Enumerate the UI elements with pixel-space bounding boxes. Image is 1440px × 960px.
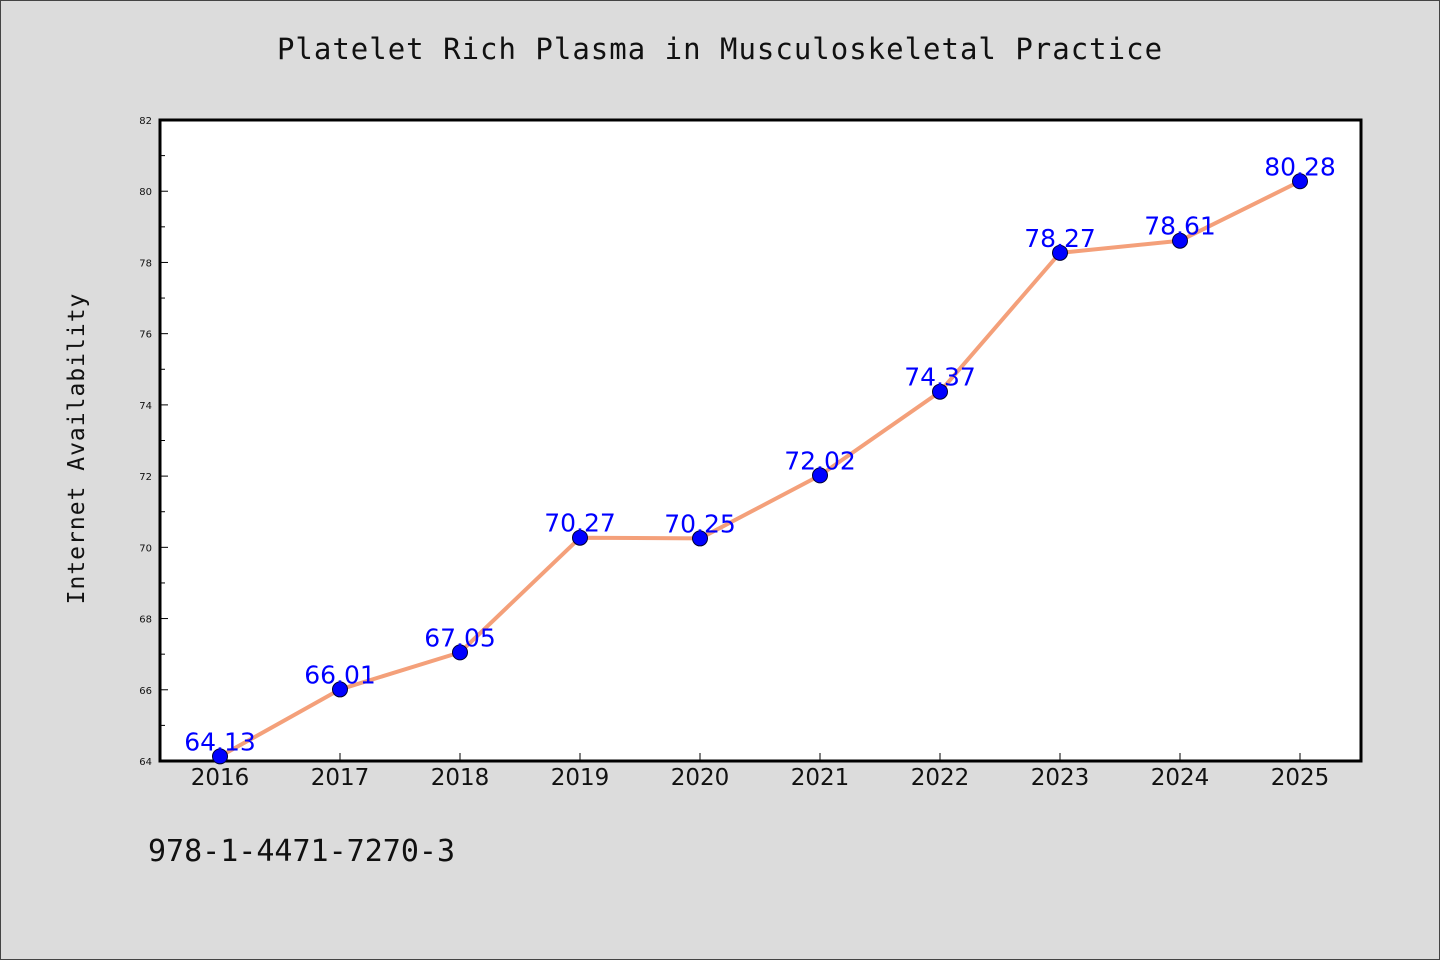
x-tick-label: 2017 xyxy=(311,765,370,791)
series-line xyxy=(219,179,1301,759)
data-point xyxy=(1172,232,1188,249)
data-point xyxy=(692,530,708,547)
x-tick-label: 2016 xyxy=(191,765,250,791)
y-tick-label: 82 xyxy=(139,116,152,127)
data-point xyxy=(932,383,948,400)
data-label: 66.01 xyxy=(304,660,376,689)
y-axis: 64 66 68 70 72 74 76 78 80 82 xyxy=(139,116,168,768)
x-tick-label: 2024 xyxy=(1151,765,1210,791)
x-tick-label: 2020 xyxy=(671,765,730,791)
data-point xyxy=(212,748,228,765)
data-label: 80.28 xyxy=(1264,152,1336,181)
markers xyxy=(212,173,1308,765)
x-tick-label: 2025 xyxy=(1271,765,1330,791)
y-tick-label: 80 xyxy=(139,187,152,198)
y-tick-label: 72 xyxy=(139,472,152,483)
y-tick-label: 76 xyxy=(139,330,152,341)
x-tick-label: 2018 xyxy=(431,765,490,791)
y-tick-label: 78 xyxy=(139,258,152,269)
chart-title: Platelet Rich Plasma in Musculoskeletal … xyxy=(276,32,1164,66)
data-point xyxy=(332,681,348,698)
data-point xyxy=(1052,244,1068,261)
x-tick-label: 2023 xyxy=(1031,765,1090,791)
data-label: 70.27 xyxy=(544,509,616,538)
data-label: 70.25 xyxy=(664,509,736,538)
y-axis-label: Internet Availability xyxy=(64,293,90,605)
data-label: 74.37 xyxy=(904,363,976,392)
y-tick-label: 64 xyxy=(139,757,152,768)
data-point xyxy=(452,644,468,661)
x-tick-label: 2019 xyxy=(551,765,610,791)
plot-area xyxy=(158,118,1363,763)
y-tick-label: 68 xyxy=(139,615,152,626)
y-tick-label: 70 xyxy=(139,543,152,554)
data-label: 64.13 xyxy=(184,727,256,756)
data-point xyxy=(1292,173,1308,190)
y-tick-label: 74 xyxy=(139,401,152,412)
data-label: 78.61 xyxy=(1144,212,1216,241)
data-point xyxy=(572,529,588,546)
data-point xyxy=(812,467,828,484)
data-label: 78.27 xyxy=(1024,224,1096,253)
x-tick-label: 2022 xyxy=(911,765,970,791)
y-tick-label: 66 xyxy=(139,686,152,697)
isbn-footer: 978-1-4471-7270-3 xyxy=(148,834,456,869)
data-label: 67.05 xyxy=(424,623,496,652)
x-axis: 2016 2017 2018 2019 2020 2021 2022 2023 2024 2025 xyxy=(191,753,1330,791)
data-label: 72.02 xyxy=(784,446,856,475)
data-labels: 64.13 66.01 67.05 70.27 70.25 72.02 74.37 78.27… xyxy=(184,152,1336,756)
x-tick-label: 2021 xyxy=(791,765,850,791)
